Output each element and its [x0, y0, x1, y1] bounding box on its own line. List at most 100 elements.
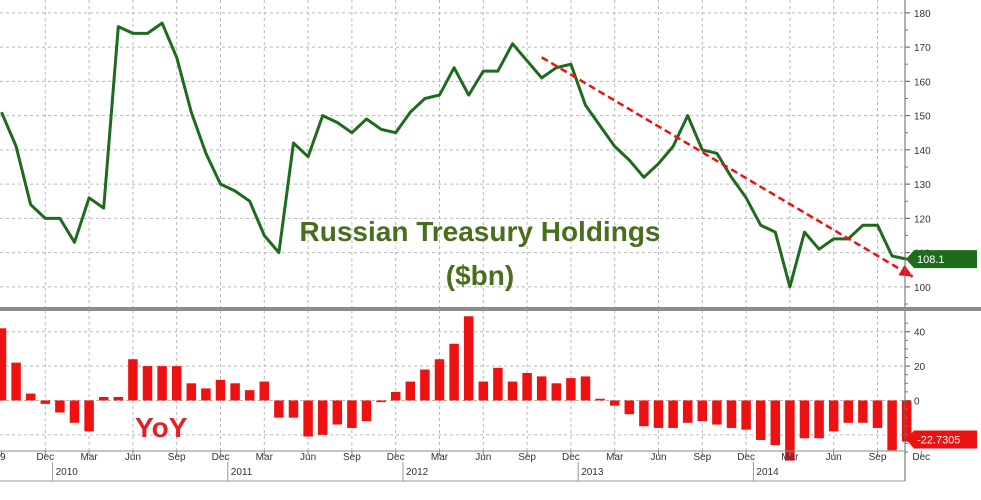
ytick-label-top: 150: [914, 112, 931, 123]
yoy-bar: [843, 400, 854, 423]
month-tick-label: Mar: [80, 452, 98, 463]
month-tick-label: Sep: [343, 452, 361, 463]
yoy-bar: [434, 359, 445, 401]
yoy-bar: [317, 400, 328, 435]
yoy-bars: [0, 316, 912, 461]
ytick-label-top: 140: [914, 146, 931, 157]
yoy-bar: [653, 400, 664, 428]
holdings-line: [0, 21, 908, 289]
yoy-bar: [361, 400, 372, 422]
yoy-bar: [785, 400, 795, 461]
yoy-bar: [901, 400, 912, 442]
ytick-label-top: 120: [914, 214, 931, 225]
yoy-bar: [624, 400, 635, 415]
yoy-bar: [98, 397, 109, 401]
month-tick-label: Dec: [912, 452, 930, 463]
month-tick-label: Sep: [869, 452, 887, 463]
year-label: 2011: [231, 467, 253, 478]
yoy-bar: [347, 400, 357, 428]
yoy-bar: [420, 369, 430, 401]
yoy-bar: [274, 400, 284, 418]
yoy-bar: [536, 376, 547, 401]
ytick-label-top: 180: [914, 9, 931, 20]
yoy-bar: [799, 400, 810, 439]
holdings-line-layer: [0, 21, 908, 289]
yoy-bar: [507, 381, 518, 401]
month-tick-label: Dec: [737, 452, 755, 463]
yoy-bar: [449, 343, 459, 401]
ytick-label-bottom: 40: [914, 328, 926, 339]
yoy-bar: [288, 400, 299, 418]
yoy-bar: [0, 328, 7, 401]
year-label: 2014: [756, 467, 779, 478]
yoy-bar: [595, 398, 605, 401]
ytick-label-top: 170: [914, 43, 931, 54]
yoy-bar: [84, 400, 94, 432]
yoy-bar: [887, 400, 897, 451]
yoy-bar: [390, 391, 401, 401]
yoy-bar: [230, 383, 240, 401]
yoy-bar: [142, 366, 153, 401]
yoy-bar: [157, 366, 167, 401]
ytick-label-bottom: 0: [914, 396, 920, 407]
yoy-bar: [697, 400, 708, 422]
trend-line: [541, 56, 914, 278]
month-tick-label: Dec: [387, 452, 405, 463]
year-label: 2010: [56, 467, 79, 478]
yoy-last-value-badge-text: -22.7305: [917, 435, 960, 447]
month-tick-label: Jun: [826, 452, 842, 463]
trend-arrow-layer: [541, 56, 914, 278]
yoy-bar: [215, 379, 226, 401]
month-tick-label: Mar: [781, 452, 799, 463]
yoy-bar: [376, 400, 386, 403]
ytick-label-bottom: 20: [914, 362, 926, 373]
month-tick-label: Mar: [256, 452, 274, 463]
axes-layer: 100110120130140150160170180-20020409DecM…: [0, 0, 981, 482]
yoy-bar: [332, 400, 343, 425]
yoy-bar: [712, 400, 722, 425]
yoy-bar: [40, 400, 51, 404]
yoy-bar: [755, 400, 766, 440]
yoy-bar: [463, 316, 474, 401]
yoy-bar: [770, 400, 781, 446]
yoy-bar: [566, 378, 576, 401]
month-tick-label: Jun: [125, 452, 141, 463]
yoy-bar: [405, 381, 416, 401]
yoy-bar: [55, 400, 65, 413]
yoy-bar: [128, 359, 138, 401]
trend-arrowhead: [898, 264, 913, 277]
yoy-bar: [522, 372, 532, 401]
month-tick-label: Mar: [606, 452, 624, 463]
holdings-last-value-badge-text: 108.1: [917, 254, 945, 266]
month-tick-label: Jun: [650, 452, 666, 463]
yoy-bar: [259, 381, 270, 401]
year-label: 2013: [581, 467, 604, 478]
yoy-bar: [11, 362, 21, 401]
yoy-bar: [551, 383, 562, 401]
yoy-bar: [244, 390, 255, 401]
yoy-bar: [668, 400, 678, 428]
month-tick-label: Dec: [36, 452, 54, 463]
month-tick-label: Dec: [212, 452, 230, 463]
month-tick-label: Sep: [168, 452, 186, 463]
month-tick-label: Mar: [431, 452, 449, 463]
yoy-bar: [25, 393, 36, 401]
year-label: 2012: [406, 467, 429, 478]
yoy-panel-title: YoY: [135, 412, 188, 443]
yoy-bar: [580, 376, 591, 401]
yoy-bar: [478, 381, 489, 401]
panel-separator: [0, 307, 981, 311]
yoy-bar: [682, 400, 693, 423]
chart-subtitle: ($bn): [446, 260, 514, 291]
ytick-label-top: 160: [914, 77, 931, 88]
yoy-bar: [828, 400, 839, 432]
yoy-bar: [609, 400, 620, 406]
month-tick-label: Dec: [562, 452, 580, 463]
ytick-label-top: 130: [914, 180, 931, 191]
yoy-bar: [493, 367, 503, 401]
yoy-bar: [858, 400, 868, 423]
yoy-bar: [741, 400, 751, 430]
yoy-bar: [814, 400, 824, 439]
